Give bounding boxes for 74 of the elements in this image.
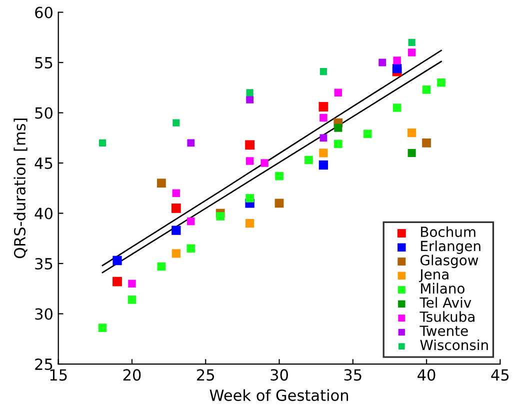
point xyxy=(172,249,180,258)
y-tick-label: 35 xyxy=(35,258,52,270)
x-tick-label: 15 xyxy=(50,369,67,381)
x-tick-label: 45 xyxy=(491,369,509,381)
point xyxy=(128,280,136,288)
point xyxy=(172,189,180,198)
point xyxy=(246,89,254,96)
point xyxy=(274,198,284,208)
y-tick-label: 50 xyxy=(35,107,52,119)
legend-label: Jena xyxy=(418,269,448,282)
x-tick-label: 30 xyxy=(270,369,288,381)
point xyxy=(318,160,328,170)
legend-label: Tel Aviv xyxy=(420,297,472,308)
y-tick-label: 55 xyxy=(35,57,52,69)
point xyxy=(422,138,431,148)
y-tick-label: 40 xyxy=(34,208,52,220)
legend-label: Milano xyxy=(421,282,464,294)
point xyxy=(128,296,136,304)
point xyxy=(245,140,255,150)
point xyxy=(246,157,254,165)
point xyxy=(246,96,254,104)
point xyxy=(112,276,122,286)
point xyxy=(363,130,372,138)
point xyxy=(260,159,268,167)
x-tick-label: 20 xyxy=(123,369,141,381)
point xyxy=(98,139,106,146)
point xyxy=(408,38,416,46)
y-tick-label: 60 xyxy=(35,6,52,18)
legend-label: Erlangen xyxy=(421,240,480,254)
point xyxy=(187,217,195,226)
point xyxy=(318,102,328,112)
point xyxy=(157,262,166,271)
x-axis-title: Week of Gestation xyxy=(210,389,348,402)
y-tick-label: 25 xyxy=(35,358,52,370)
y-tick-label: 45 xyxy=(34,158,52,170)
point xyxy=(246,194,254,202)
point xyxy=(319,148,328,158)
point xyxy=(334,124,342,132)
legend-label: Wisconsin xyxy=(420,339,488,350)
point xyxy=(408,48,416,56)
point xyxy=(422,85,431,94)
point xyxy=(408,148,416,157)
point xyxy=(334,88,342,97)
point xyxy=(393,56,401,64)
point xyxy=(320,134,328,142)
y-tick-label: 30 xyxy=(35,308,52,320)
y-axis-title: QRS-duration [ms] xyxy=(14,118,28,258)
point xyxy=(216,212,225,220)
point xyxy=(334,140,342,148)
point xyxy=(320,114,328,122)
point xyxy=(187,139,195,147)
point xyxy=(275,172,284,180)
legend-label: Tsukuba xyxy=(420,311,474,322)
point xyxy=(186,244,196,253)
point xyxy=(407,128,416,138)
legend-label: Bochum xyxy=(421,226,476,238)
point xyxy=(437,78,446,87)
legend-label: Glasgow xyxy=(420,254,478,268)
point xyxy=(112,256,122,266)
point xyxy=(304,156,313,164)
point xyxy=(172,119,180,126)
x-tick-label: 40 xyxy=(418,369,436,381)
point xyxy=(171,204,181,213)
point xyxy=(392,104,402,112)
point xyxy=(245,219,254,228)
x-tick-label: 35 xyxy=(344,369,362,381)
point xyxy=(392,64,402,74)
point xyxy=(156,178,166,188)
point xyxy=(172,226,181,235)
x-tick-label: 25 xyxy=(197,369,214,381)
point xyxy=(98,324,107,332)
legend-label: Twente xyxy=(420,326,468,336)
point xyxy=(378,58,386,66)
point xyxy=(320,68,327,76)
